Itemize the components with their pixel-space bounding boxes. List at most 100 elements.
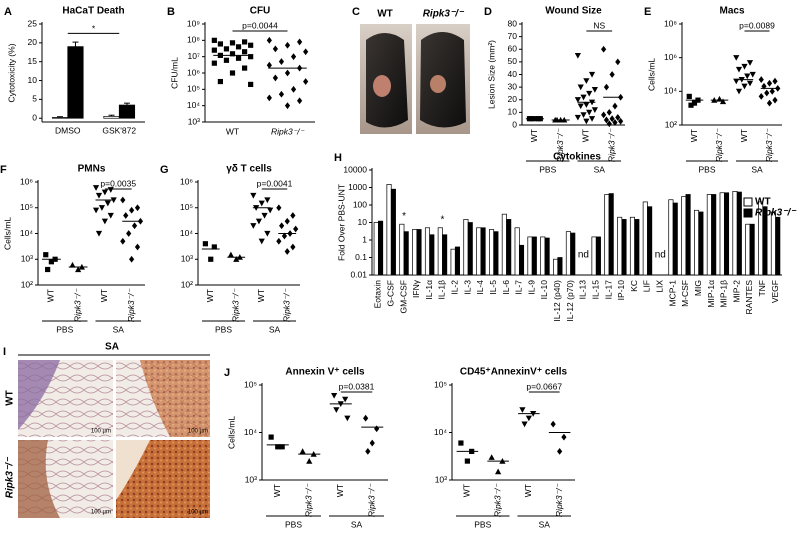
x-tick-label: WT bbox=[99, 289, 109, 302]
data-point bbox=[290, 243, 296, 251]
data-point bbox=[290, 53, 297, 61]
y-tick-label: 10 bbox=[28, 75, 38, 85]
x-tick-label: Ripk3⁻/⁻ bbox=[72, 287, 82, 322]
x-tick-label: Ripk3⁻/⁻ bbox=[606, 127, 616, 162]
bar bbox=[719, 192, 725, 276]
scale-bar-label: 100 µm bbox=[91, 510, 111, 516]
x-tick-label: G-CSF bbox=[385, 280, 395, 306]
bar bbox=[553, 258, 559, 276]
x-tick-label: LIX bbox=[655, 280, 665, 293]
x-tick-label: MIP-2 bbox=[731, 280, 741, 303]
data-point bbox=[293, 225, 299, 233]
chart-title: Macs bbox=[719, 6, 744, 17]
x-tick-label: IL-6 bbox=[501, 280, 511, 295]
bar bbox=[604, 194, 610, 276]
bar bbox=[647, 206, 653, 276]
x-tick-label: IL-9 bbox=[526, 280, 536, 295]
data-point bbox=[766, 79, 773, 87]
data-point bbox=[75, 266, 82, 273]
data-point bbox=[609, 71, 615, 78]
data-point bbox=[229, 40, 236, 46]
group-label: PBS bbox=[474, 519, 491, 529]
bar bbox=[531, 236, 537, 276]
data-point bbox=[284, 102, 291, 110]
y-tick-label: 10⁵ bbox=[180, 202, 193, 212]
data-point bbox=[235, 44, 242, 50]
data-point bbox=[306, 457, 313, 464]
data-point bbox=[242, 49, 248, 55]
data-point bbox=[92, 207, 100, 214]
data-point bbox=[574, 97, 581, 103]
annotation: * bbox=[441, 214, 445, 225]
bar bbox=[694, 209, 700, 276]
data-point bbox=[95, 192, 103, 199]
data-point bbox=[749, 71, 756, 78]
data-point bbox=[615, 114, 621, 121]
data-point bbox=[266, 61, 272, 69]
annotation: p=0.0044 bbox=[242, 20, 278, 30]
bar bbox=[591, 236, 597, 276]
data-point bbox=[550, 420, 556, 428]
x-tick-label: VEGF bbox=[770, 280, 780, 303]
bar bbox=[745, 223, 751, 276]
data-point bbox=[374, 425, 380, 433]
y-tick-label: 10 bbox=[358, 217, 368, 227]
x-tick-label: IFNγ bbox=[411, 279, 421, 298]
y-tick-label: 10⁴ bbox=[664, 86, 677, 96]
data-point bbox=[126, 230, 132, 237]
x-tick-label: IL-2 bbox=[450, 280, 460, 295]
annotation: p=0.0041 bbox=[257, 178, 293, 188]
bar bbox=[489, 229, 495, 276]
data-point bbox=[369, 439, 375, 447]
bar bbox=[51, 117, 69, 119]
data-point bbox=[267, 207, 274, 214]
x-tick-label: IL-12 (p40) bbox=[552, 280, 562, 322]
x-tick-label: IL-7 bbox=[514, 280, 524, 295]
photo-label: Ripk3⁻/⁻ bbox=[423, 9, 465, 20]
bar bbox=[467, 222, 473, 276]
data-point bbox=[686, 93, 692, 100]
legend-label: WT bbox=[755, 197, 771, 208]
y-tick-label: 10⁴ bbox=[20, 228, 33, 238]
data-point bbox=[227, 251, 234, 258]
bar bbox=[723, 192, 730, 276]
panel-label: I bbox=[3, 346, 6, 358]
x-tick-label: GSK'872 bbox=[102, 125, 136, 135]
x-tick-label: WT bbox=[256, 289, 266, 302]
row-label: WT bbox=[5, 390, 16, 406]
group-label: SA bbox=[539, 519, 551, 529]
data-point bbox=[217, 78, 223, 85]
data-point bbox=[278, 90, 285, 98]
data-point bbox=[281, 232, 288, 240]
data-point bbox=[766, 99, 773, 107]
group-label: PBS bbox=[539, 164, 556, 174]
bar bbox=[501, 213, 507, 276]
data-point bbox=[120, 237, 126, 245]
bar bbox=[390, 188, 396, 276]
data-point bbox=[495, 468, 502, 475]
data-point bbox=[601, 45, 607, 53]
legend-label: Ripk3⁻/⁻ bbox=[755, 208, 797, 219]
x-tick-label: Ripk3⁻/⁻ bbox=[271, 126, 306, 136]
data-point bbox=[363, 414, 369, 422]
bar bbox=[527, 236, 533, 276]
bar bbox=[749, 223, 755, 276]
x-tick-label: WT bbox=[205, 289, 215, 302]
group-label: SA bbox=[269, 324, 281, 334]
data-point bbox=[276, 204, 282, 212]
bar bbox=[67, 46, 84, 119]
data-point bbox=[211, 60, 217, 66]
data-point bbox=[577, 103, 584, 110]
x-tick-label: WT bbox=[529, 129, 539, 142]
bar bbox=[706, 194, 712, 276]
x-tick-label: RANTES bbox=[744, 280, 754, 315]
x-tick-label: LIF bbox=[642, 280, 652, 292]
data-point bbox=[769, 87, 775, 95]
y-tick-label: 100 bbox=[353, 199, 367, 209]
chart-title: CFU bbox=[250, 6, 271, 17]
tissue bbox=[116, 440, 150, 500]
data-point bbox=[284, 217, 290, 225]
y-tick-label: 10⁵ bbox=[434, 379, 447, 389]
